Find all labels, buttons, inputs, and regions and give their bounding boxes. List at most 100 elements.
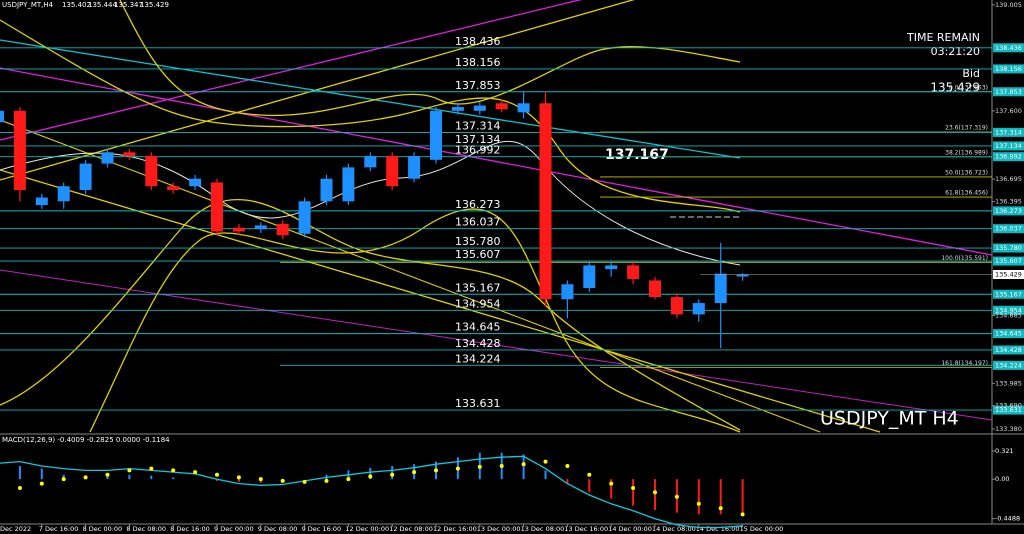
bid-box [993,270,1024,280]
macd-signal-dot [302,479,307,484]
level-label: 134.224 [455,352,501,365]
macd-tick-label: 0.321 [995,447,1014,455]
level-label: 134.954 [455,297,501,310]
indicator-line [0,198,741,431]
level-label: 137.853 [455,79,501,92]
axis-level-box [993,305,1024,315]
macd-signal-dot [258,477,263,482]
level-label: 135.167 [455,281,501,294]
time-remain-label: TIME REMAIN [906,31,980,44]
level-label: 136.992 [455,144,501,157]
macd-signal-dot [434,468,438,473]
fib-label: 23.6(137.319) [945,125,988,132]
macd-signal-dot [83,475,88,480]
macd-signal-dot [61,477,66,482]
axis-level-label: 136.273 [995,207,1022,215]
bid-price: 135.429 [930,81,980,95]
indicator-line [0,119,821,433]
candle-body [517,103,530,113]
candle-body [495,103,508,110]
macd-signal-dot [631,485,636,490]
x-tick-label: 8 Dec 00:00 [83,525,123,533]
level-label: 135.780 [455,235,501,248]
candle-body [13,110,26,190]
axis-level-label: 138.436 [995,44,1022,52]
axis-level-box [993,43,1024,53]
x-tick-label: 9 Dec 08:00 [258,525,298,533]
axis-level-label: 137.134 [995,142,1022,150]
candle-body [123,152,136,157]
axis-level-box [993,224,1024,234]
axis-level-label: 138.156 [995,65,1022,73]
macd-signal-dot [543,459,548,464]
time-remain: 03:21:20 [931,45,980,58]
fib-label: 50.0(136.723) [945,169,988,176]
high-price: 135.444 [88,1,117,9]
indicator-line [0,0,635,181]
axis-level-box [993,64,1024,74]
macd-signal-dot [696,501,701,506]
axis-level-label: 134.224 [995,361,1022,369]
y-tick-label: 133.690 [995,402,1022,410]
x-tick-label: 9 Dec 00:00 [214,525,254,533]
bid-label: Bid [962,67,980,80]
axis-level-box [993,405,1024,415]
macd-signal-dot [280,478,285,483]
level-label: 136.273 [455,198,501,211]
x-tick-label: 8 Dec 08:00 [126,525,166,533]
axis-level-label: 137.314 [995,128,1022,136]
macd-signal-dot [193,470,198,475]
x-tick-label: 12 Dec 08:00 [389,525,433,533]
price-annotation: 137.167 [605,147,669,163]
candle-body [276,223,289,236]
axis-level-label: 133.631 [995,406,1022,414]
candle-body [298,201,311,234]
candle-body [35,197,48,206]
candle-body [0,110,4,123]
axis-level-label: 135.607 [995,257,1022,265]
macd-signal-dot [653,490,657,495]
candle-body [670,297,683,315]
y-tick-label: 139.005 [995,1,1022,9]
y-tick-label: 133.380 [995,425,1022,433]
macd-signal-dot [565,463,570,468]
axis-level-box [993,360,1024,370]
indicator-line [0,169,881,433]
macd-signal-dot [215,472,219,477]
indicator-line [119,0,741,117]
candle-body [189,178,202,187]
macd-signal-dot [521,462,526,467]
axis-level-label: 137.853 [995,88,1022,96]
level-label: 134.428 [455,337,501,350]
macd-signal-dot [324,478,329,483]
fib-label: 100.0(135.591) [941,255,988,262]
candle-body [627,265,640,279]
candle-body [101,152,114,164]
candle-body [473,105,486,111]
x-tick-label: 7 Dec 16:00 [39,525,79,533]
y-tick-label: 133.985 [995,379,1022,387]
indicator-line [0,0,583,141]
macd-title: MACD(12,26,9) -0.4009 -0.2825 0.0000 -0.… [2,436,170,444]
macd-signal-dot [105,472,110,477]
indicator-line [0,67,993,256]
symbol-label: USDJPY_MT,H4 [2,1,54,9]
candle-body [714,273,727,304]
macd-line [0,455,743,529]
macd-signal-dot [499,463,504,468]
candle-body [583,265,596,288]
candle-body [649,280,661,298]
candle-body [232,227,245,232]
level-label: 137.134 [455,133,501,146]
candle-body [254,225,267,230]
candle-body [736,274,749,277]
macd-signal-dot [718,506,723,511]
candle-body [605,265,618,270]
close-price: 135.429 [140,1,169,9]
x-tick-label: 13 Dec 00:00 [477,525,521,533]
macd-signal-dot [346,477,351,482]
level-label: 138.436 [455,35,501,48]
candle-body [408,156,421,179]
macd-signal-dot [587,472,592,477]
